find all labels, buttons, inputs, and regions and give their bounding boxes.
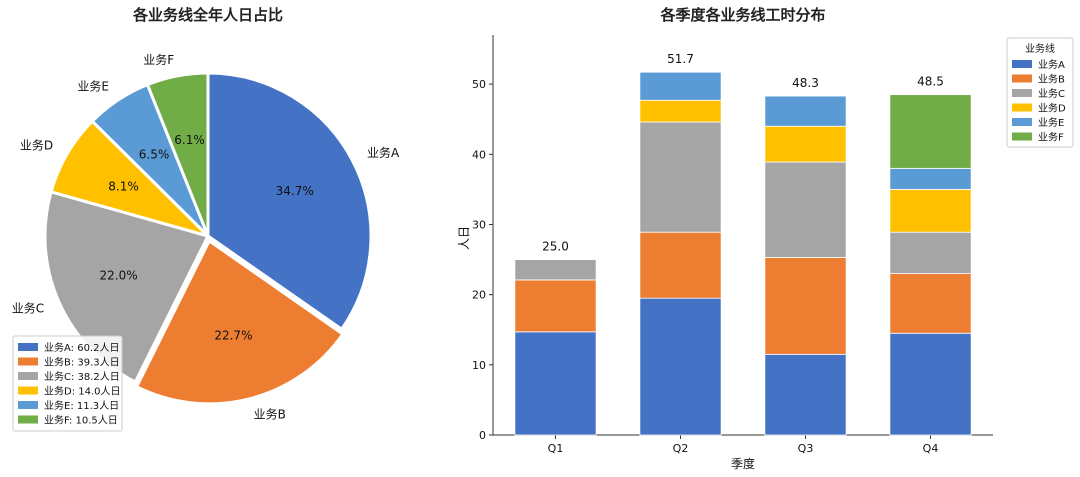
bar-segment-Q1-业务B	[514, 279, 597, 333]
bar-legend-entry: 业务F	[1038, 131, 1064, 144]
y-tick-label: 10	[472, 359, 486, 372]
pie-category-label: 业务F	[143, 52, 174, 67]
pie-percent-label: 22.0%	[100, 269, 138, 283]
bar-segment-Q4-业务D	[889, 188, 972, 233]
pie-percent-label: 34.7%	[276, 184, 314, 198]
bar-segment-Q1-业务A	[514, 331, 597, 436]
pie-legend-entry: 业务C: 38.2人日	[44, 370, 120, 383]
y-tick-label: 20	[472, 289, 486, 302]
pie-legend-frame	[12, 335, 123, 432]
bar-total-label: 48.3	[792, 76, 819, 90]
x-tick-label: Q2	[673, 442, 689, 455]
pie-legend-swatch	[18, 343, 38, 351]
pie-percent-label: 6.5%	[139, 147, 170, 161]
pie-percent-label: 8.1%	[108, 180, 139, 194]
y-tick-label: 0	[479, 429, 486, 442]
pie-legend-entry: 业务B: 39.3人日	[44, 356, 120, 369]
bar-legend-swatch	[1012, 118, 1032, 126]
pie-slice-业务B	[134, 238, 345, 406]
pie-category-label: 业务B	[254, 407, 286, 422]
pie-legend-entry: 业务D: 14.0人日	[44, 385, 121, 398]
pie-legend-entry: 业务A: 60.2人日	[44, 341, 119, 354]
pie-category-label: 业务A	[367, 145, 400, 160]
x-tick-label: Q3	[798, 442, 814, 455]
bar-legend-entry: 业务C	[1038, 87, 1065, 100]
y-tick-label: 40	[472, 148, 486, 161]
bar-segment-Q4-业务C	[889, 231, 972, 274]
y-axis-label: 人日	[457, 226, 471, 250]
bar-legend-swatch	[1012, 89, 1032, 97]
x-tick-label: Q1	[548, 442, 564, 455]
bar-segment-Q2-业务A	[639, 297, 722, 436]
bar-legend-swatch	[1012, 103, 1032, 112]
pie-legend-swatch	[18, 386, 38, 395]
pie-slice-业务F	[145, 71, 210, 237]
bar-segment-Q2-业务C	[639, 121, 722, 233]
pie-percent-label: 6.1%	[174, 133, 205, 147]
x-axis-label: 季度	[731, 456, 755, 471]
bar-legend-frame	[1006, 37, 1074, 148]
bar-legend-swatch	[1012, 60, 1032, 68]
bar-segment-Q2-业务B	[639, 231, 722, 299]
bar-segment-Q1-业务C	[514, 259, 597, 281]
bar-segment-Q4-业务E	[889, 167, 972, 190]
bar-segment-Q3-业务A	[764, 353, 847, 436]
y-tick-label: 30	[472, 218, 486, 231]
bar-title: 各季度各业务线工时分布	[659, 6, 825, 24]
bar-legend-title: 业务线	[1025, 42, 1055, 55]
pie-legend-swatch	[18, 401, 38, 409]
pie-category-label: 业务D	[20, 138, 53, 153]
pie-legend-swatch	[18, 415, 38, 424]
pie-category-label: 业务C	[12, 301, 44, 316]
bar-segment-Q2-业务D	[639, 99, 722, 123]
pie-title: 各业务线全年人日占比	[132, 6, 283, 24]
pie-legend-entry: 业务E: 11.3人日	[44, 399, 119, 412]
bar-segment-Q3-业务C	[764, 161, 847, 258]
bar-legend-swatch	[1012, 132, 1032, 141]
bar-segment-Q3-业务B	[764, 257, 847, 355]
pie-legend-entry: 业务F: 10.5人日	[44, 414, 118, 427]
pie-percent-label: 22.7%	[214, 329, 252, 343]
bar-legend-swatch	[1012, 74, 1032, 83]
pie-category-label: 业务E	[77, 79, 109, 94]
pie-chart: 各业务线全年人日占比 34.7% 业务A 22.7% 业务B 22.0% 业务C 8.1% 业…	[12, 6, 400, 432]
bar-legend-entry: 业务E	[1038, 116, 1064, 129]
x-tick-label: Q4	[923, 442, 939, 455]
bar-segment-Q2-业务E	[639, 71, 722, 101]
bar-segment-Q4-业务F	[889, 94, 972, 169]
y-tick-label: 50	[472, 78, 486, 91]
bar-segment-Q4-业务A	[889, 332, 972, 436]
bar-segment-Q3-业务E	[764, 95, 847, 127]
pie-legend-swatch	[18, 357, 38, 366]
pie-slice-业务A	[206, 71, 373, 332]
bar-legend-entry: 业务D	[1038, 102, 1066, 115]
bar-legend-entry: 业务B	[1038, 73, 1065, 86]
pie-legend-swatch	[18, 372, 38, 380]
bar-total-label: 25.0	[542, 240, 569, 254]
bar-segment-Q4-业务B	[889, 273, 972, 334]
bar-total-label: 48.5	[917, 75, 944, 89]
bar-total-label: 51.7	[667, 52, 694, 66]
bar-segment-Q3-业务D	[764, 125, 847, 163]
bar-legend-entry: 业务A	[1038, 58, 1065, 71]
